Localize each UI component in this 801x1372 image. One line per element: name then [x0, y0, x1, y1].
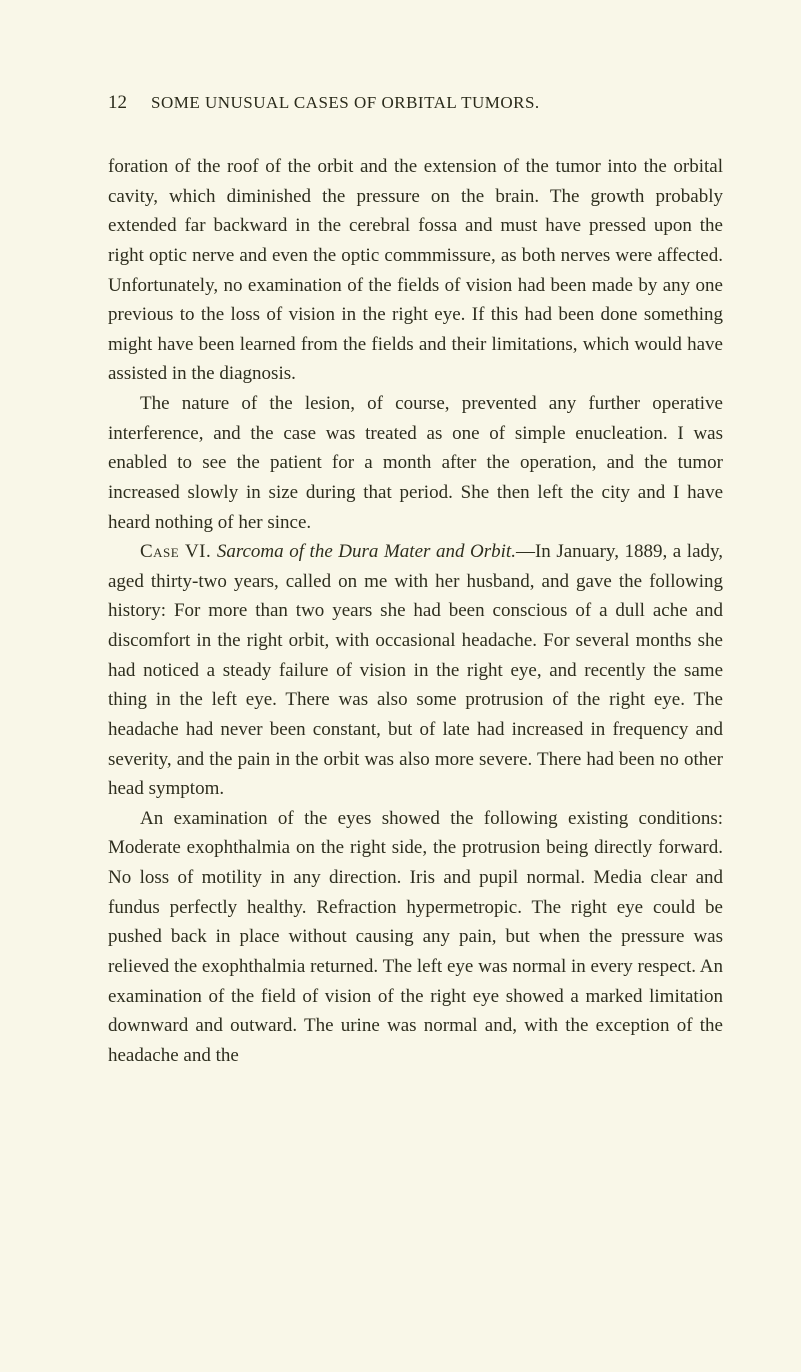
paragraph-4: An examination of the eyes showed the fo… — [108, 804, 723, 1071]
paragraph-1: foration of the roof of the orbit and th… — [108, 152, 723, 389]
case-label: Case VI. — [140, 541, 211, 562]
case-title: Sarcoma of the Dura Mater and Orbit. — [217, 541, 516, 562]
paragraph-3-body: —In January, 1889, a lady, aged thirty-t… — [108, 541, 723, 799]
paragraph-2: The nature of the lesion, of course, pre… — [108, 389, 723, 537]
body-text: foration of the roof of the orbit and th… — [108, 152, 723, 1070]
page-container: 12 SOME UNUSUAL CASES OF ORBITAL TUMORS.… — [0, 0, 801, 1130]
paragraph-3: Case VI. Sarcoma of the Dura Mater and O… — [108, 537, 723, 804]
page-header: 12 SOME UNUSUAL CASES OF ORBITAL TUMORS. — [108, 92, 723, 114]
running-title: SOME UNUSUAL CASES OF ORBITAL TUMORS. — [151, 93, 540, 113]
page-number: 12 — [108, 92, 127, 114]
